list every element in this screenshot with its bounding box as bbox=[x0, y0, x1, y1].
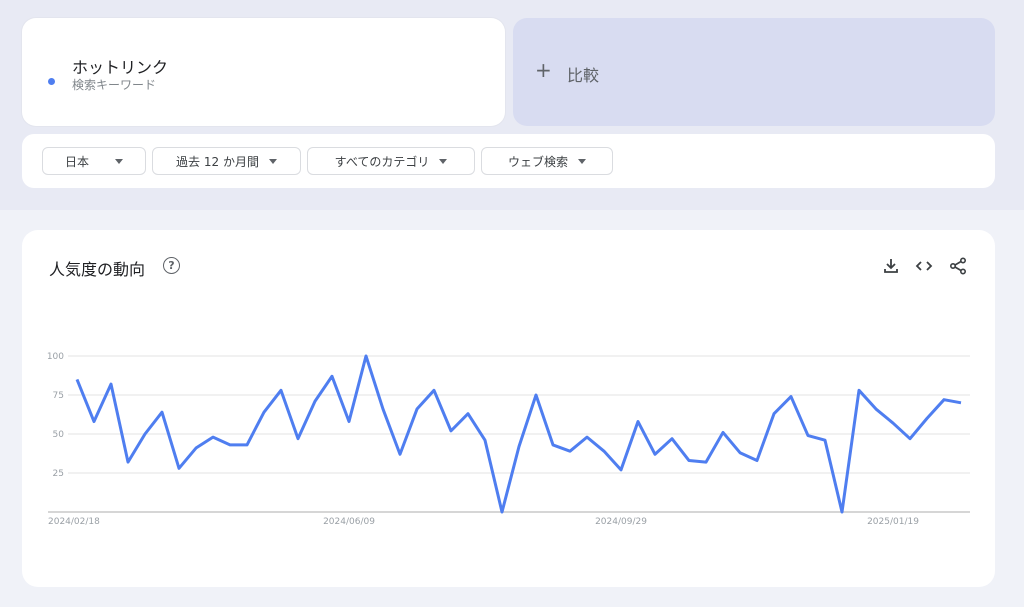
y-tick-label: 75 bbox=[53, 391, 64, 401]
share-icon[interactable] bbox=[948, 256, 968, 276]
filter-label: すべてのカテゴリ bbox=[334, 154, 430, 169]
plus-icon: + bbox=[535, 58, 552, 82]
line-chart: 25 50 75 100 2024/02/18 2024/06/09 2024/09/29 2… bbox=[47, 352, 970, 527]
search-term: ホットリンク bbox=[72, 58, 169, 77]
filter-region[interactable]: 日本 bbox=[42, 147, 146, 175]
series-color-dot bbox=[48, 78, 55, 85]
y-tick-label: 100 bbox=[47, 352, 64, 362]
chart-title: 人気度の動向 bbox=[49, 260, 146, 279]
dropdown-arrow-icon bbox=[115, 158, 123, 164]
filter-category[interactable]: すべてのカテゴリ bbox=[307, 147, 475, 175]
interest-over-time-card: 人気度の動向 ? 25 50 75 100 2024/02/18 2024/06/09 20… bbox=[22, 230, 995, 587]
filter-time-range[interactable]: 過去 12 か月間 bbox=[152, 147, 301, 175]
filter-label: 過去 12 か月間 bbox=[176, 154, 259, 169]
dropdown-arrow-icon bbox=[439, 158, 448, 164]
compare-button[interactable]: + 比較 bbox=[513, 18, 995, 126]
filter-search-type[interactable]: ウェブ検索 bbox=[481, 147, 613, 175]
x-tick-label: 2024/06/09 bbox=[323, 517, 375, 527]
help-icon[interactable]: ? bbox=[163, 257, 180, 274]
filter-bar: 日本 過去 12 か月間 すべてのカテゴリ ウェブ検索 bbox=[22, 134, 995, 188]
dropdown-arrow-icon bbox=[578, 158, 586, 164]
x-tick-label: 2024/02/18 bbox=[48, 517, 100, 527]
filter-label: ウェブ検索 bbox=[507, 154, 568, 169]
search-term-card[interactable]: ホットリンク 検索キーワード bbox=[22, 18, 505, 126]
y-tick-label: 25 bbox=[53, 469, 64, 479]
dropdown-arrow-icon bbox=[268, 158, 277, 164]
embed-code-icon[interactable] bbox=[914, 256, 934, 276]
search-term-type: 検索キーワード bbox=[72, 78, 157, 92]
filter-label: 日本 bbox=[64, 154, 89, 169]
compare-label: 比較 bbox=[567, 66, 600, 85]
download-icon[interactable] bbox=[881, 256, 901, 276]
x-tick-label: 2025/01/19 bbox=[867, 517, 919, 527]
y-tick-label: 50 bbox=[53, 430, 65, 440]
x-tick-label: 2024/09/29 bbox=[595, 517, 647, 527]
